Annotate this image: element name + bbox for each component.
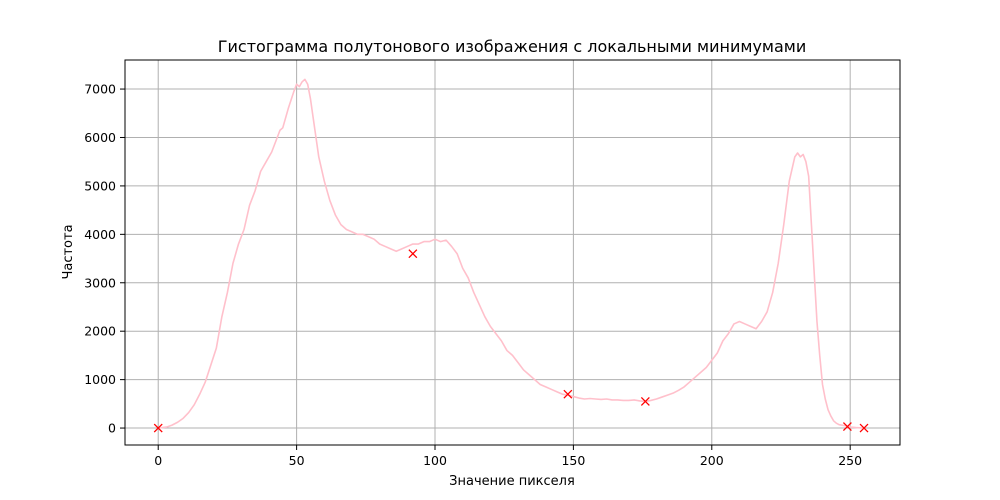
x-tick-label: 0 xyxy=(154,453,162,468)
y-tick-label: 2000 xyxy=(84,324,116,339)
y-tick-label: 1000 xyxy=(84,372,116,387)
y-tick-label: 7000 xyxy=(84,82,116,97)
marker-stroke xyxy=(563,389,573,399)
plot-area xyxy=(153,78,869,433)
local-minimum-marker xyxy=(153,423,163,433)
y-tick-label: 4000 xyxy=(84,227,116,242)
marker-stroke xyxy=(640,396,650,406)
local-minimum-marker xyxy=(842,422,852,432)
y-tick-label: 6000 xyxy=(84,130,116,145)
marker-stroke xyxy=(153,423,163,433)
y-tick-label: 5000 xyxy=(84,178,116,193)
x-axis-label: Значение пикселя xyxy=(449,474,575,489)
local-minimum-marker xyxy=(408,249,418,259)
x-tick-label: 250 xyxy=(838,453,862,468)
y-tick-label: 3000 xyxy=(84,275,116,290)
plot-frame xyxy=(124,59,901,446)
chart-title: Гистограмма полутонового изображения с л… xyxy=(218,37,807,56)
local-minimum-marker xyxy=(640,396,650,406)
axis-ticks: 0 50 100 150 200 250 0 1000 2000 3000 4000 5000 6000… xyxy=(84,82,862,468)
marker-stroke xyxy=(842,422,852,432)
grid xyxy=(125,60,900,445)
x-tick-label: 200 xyxy=(700,453,724,468)
local-minimum-marker xyxy=(563,389,573,399)
x-tick-label: 150 xyxy=(561,453,585,468)
histogram-line xyxy=(158,78,865,429)
x-tick-label: 100 xyxy=(423,453,447,468)
local-minimum-marker xyxy=(859,423,869,433)
y-axis-label: Частота xyxy=(61,224,76,279)
x-tick-label: 50 xyxy=(289,453,305,468)
y-tick-label: 0 xyxy=(108,421,116,436)
marker-stroke xyxy=(408,249,418,259)
marker-stroke xyxy=(859,423,869,433)
